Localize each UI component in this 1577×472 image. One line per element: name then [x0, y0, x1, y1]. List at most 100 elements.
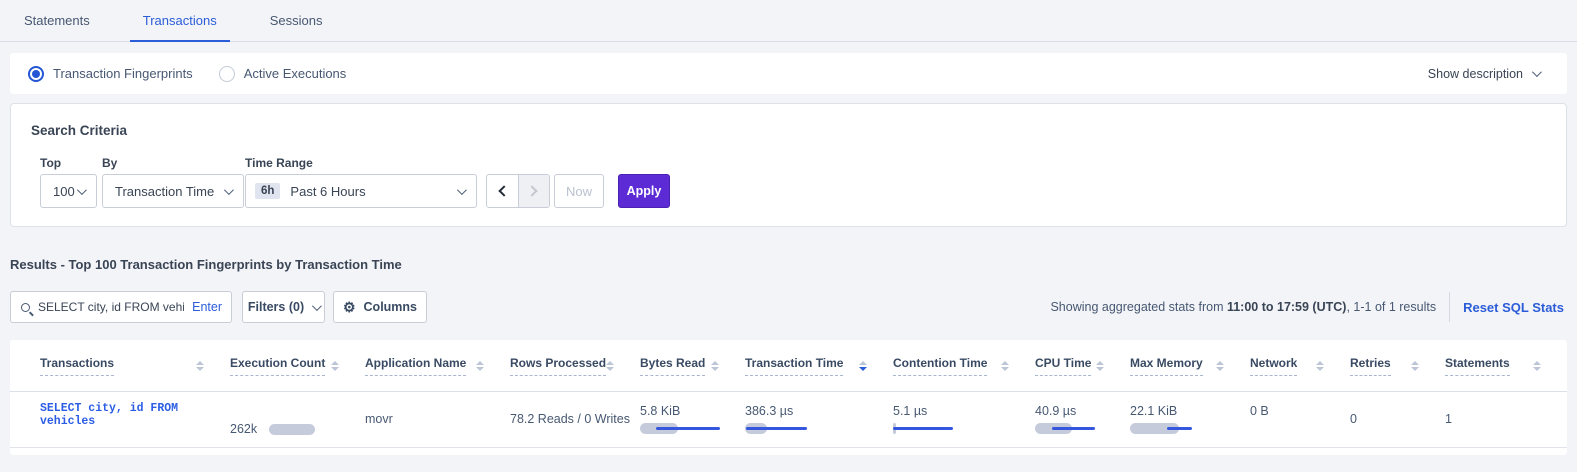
by-label: By [102, 156, 118, 170]
execution-count-bar [269, 423, 316, 435]
sort-icon[interactable] [711, 360, 719, 371]
radio-icon [28, 65, 44, 82]
results-stats-area: Showing aggregated stats from 11:00 to 1… [1050, 291, 1564, 323]
gear-icon: ⚙ [342, 299, 356, 315]
column-header-max-memory[interactable]: Max Memory [1130, 356, 1250, 376]
tab-sessions[interactable]: Sessions [269, 13, 323, 28]
filters-button[interactable]: Filters (0) [242, 291, 325, 323]
column-header-transactions[interactable]: Transactions [40, 356, 230, 376]
time-range-value-wrap: 6h Past 6 Hours [255, 183, 366, 199]
sort-icon[interactable] [859, 360, 867, 371]
sort-icon[interactable] [1533, 360, 1541, 371]
column-header-network[interactable]: Network [1250, 356, 1350, 376]
column-header-rows-processed[interactable]: Rows Processed [510, 356, 640, 376]
by-select-value: Transaction Time [115, 183, 215, 199]
cpu-time-value: 40.9 µs [1035, 404, 1077, 418]
max-memory-bar [1130, 423, 1210, 434]
radio-label: Active Executions [243, 66, 347, 81]
results-heading: Results - Top 100 Transaction Fingerprin… [10, 257, 402, 272]
search-enter-button[interactable]: Enter [192, 300, 222, 314]
cell-transaction: SELECT city, id FROM vehicles [40, 392, 230, 447]
tab-transactions[interactable]: Transactions [129, 0, 230, 42]
show-description-label: Show description [1427, 66, 1523, 81]
cell-cpu-time: 40.9 µs [1035, 392, 1130, 447]
time-next-button[interactable] [517, 175, 549, 207]
table-row: SELECT city, id FROM vehicles 262k movr … [10, 392, 1567, 448]
chevron-right-icon [526, 185, 539, 197]
columns-button-label: Columns [363, 300, 418, 314]
now-button[interactable]: Now [554, 174, 604, 208]
contention-time-value: 5.1 µs [893, 404, 928, 418]
sort-icon[interactable] [1411, 360, 1419, 371]
top-label: Top [40, 156, 62, 170]
view-radio-group: Transaction Fingerprints Active Executio… [28, 65, 347, 82]
bytes-read-value: 5.8 KiB [640, 404, 681, 418]
chevron-left-icon [498, 185, 510, 197]
sort-icon[interactable] [1001, 360, 1009, 371]
radio-icon [218, 65, 235, 82]
time-prev-button[interactable] [487, 175, 518, 207]
time-range-badge: 6h [255, 183, 281, 199]
cell-network: 0 B [1250, 404, 1269, 418]
cell-transaction-time: 386.3 µs [745, 392, 893, 447]
view-toggle-bar: Transaction Fingerprints Active Executio… [10, 53, 1567, 94]
chevron-down-icon [1531, 67, 1542, 78]
chevron-down-icon [223, 184, 234, 195]
stats-prefix: Showing aggregated stats from [1050, 300, 1227, 314]
cell-retries: 0 [1350, 412, 1357, 426]
sort-icon[interactable] [196, 360, 204, 371]
cpu-time-bar [1035, 423, 1115, 434]
sort-icon[interactable] [1096, 360, 1104, 371]
search-icon [21, 302, 30, 312]
column-header-execution-count[interactable]: Execution Count [230, 356, 365, 376]
sort-icon[interactable] [1216, 360, 1224, 371]
stats-time-range: 11:00 to 17:59 (UTC) [1226, 300, 1347, 314]
column-header-statements[interactable]: Statements [1445, 356, 1567, 376]
search-input[interactable] [38, 300, 185, 314]
reset-sql-stats-link[interactable]: Reset SQL Stats [1463, 299, 1564, 315]
chevron-down-icon [312, 300, 322, 311]
time-range-select[interactable]: 6h Past 6 Hours [245, 174, 477, 208]
apply-button-label: Apply [626, 184, 662, 198]
bytes-read-bar [640, 423, 725, 434]
time-range-value: Past 6 Hours [290, 183, 366, 199]
transaction-time-value: 386.3 µs [745, 404, 794, 418]
sort-icon[interactable] [606, 360, 615, 371]
column-header-cpu-time[interactable]: CPU Time [1035, 356, 1130, 376]
column-header-transaction-time[interactable]: Transaction Time [745, 356, 893, 376]
now-button-label: Now [565, 183, 592, 199]
sort-icon[interactable] [331, 360, 339, 371]
radio-active-executions[interactable]: Active Executions [218, 65, 347, 82]
sort-icon[interactable] [1316, 360, 1324, 371]
top-select[interactable]: 100 [40, 174, 97, 208]
time-range-label: Time Range [245, 156, 313, 170]
transaction-time-bar [745, 423, 830, 434]
columns-button[interactable]: ⚙ Columns [333, 291, 427, 323]
column-header-retries[interactable]: Retries [1350, 356, 1445, 376]
stats-suffix: , 1-1 of 1 results [1346, 300, 1437, 314]
time-nav-group [486, 174, 550, 208]
cell-contention-time: 5.1 µs [893, 392, 1035, 447]
table-header-row: Transactions Execution Count Application… [10, 340, 1567, 392]
chevron-down-icon [456, 184, 467, 195]
cell-bytes-read: 5.8 KiB [640, 392, 745, 447]
results-table: Transactions Execution Count Application… [10, 340, 1567, 455]
results-search-box[interactable]: Enter [10, 291, 232, 323]
transaction-fingerprint-link[interactable]: SELECT city, id FROM vehicles [40, 402, 179, 428]
tab-statements[interactable]: Statements [24, 13, 90, 28]
column-header-application-name[interactable]: Application Name [365, 356, 510, 376]
cell-max-memory: 22.1 KiB [1130, 392, 1250, 447]
column-header-bytes-read[interactable]: Bytes Read [640, 356, 745, 376]
show-description-toggle[interactable]: Show description [1427, 66, 1542, 81]
max-memory-value: 22.1 KiB [1130, 404, 1178, 418]
aggregated-stats-text: Showing aggregated stats from 11:00 to 1… [1050, 300, 1436, 314]
column-header-contention-time[interactable]: Contention Time [893, 356, 1035, 376]
sort-icon[interactable] [476, 360, 484, 371]
apply-button[interactable]: Apply [618, 174, 670, 208]
cell-execution-count: 262k [230, 392, 365, 447]
filters-button-label: Filters (0) [247, 300, 305, 314]
search-criteria-card: Search Criteria Top By Time Range 100 Tr… [10, 103, 1567, 227]
search-criteria-title: Search Criteria [31, 123, 128, 138]
radio-transaction-fingerprints[interactable]: Transaction Fingerprints [28, 65, 193, 82]
by-select[interactable]: Transaction Time [102, 174, 244, 208]
